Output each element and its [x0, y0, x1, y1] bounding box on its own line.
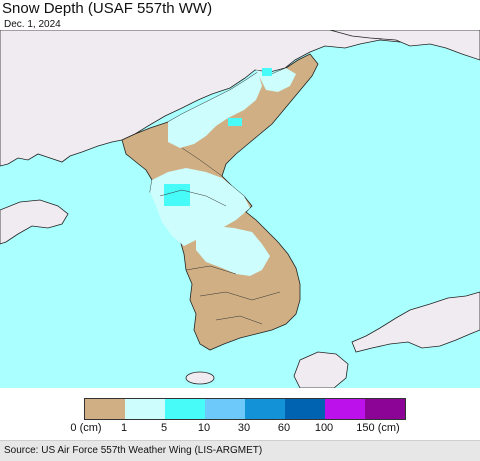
legend-tick-label: 150 (cm) — [356, 422, 400, 434]
legend-tick-label: 1 — [120, 422, 128, 434]
china-landmass — [0, 30, 471, 167]
snow-depth-map — [0, 30, 480, 388]
legend-bin-2 — [165, 399, 205, 419]
legend-bin-5 — [285, 399, 325, 419]
legend-tick-label: 30 — [237, 422, 251, 434]
legend-unit-label: 0 (cm) — [70, 422, 102, 434]
snow-5-10cm-patch-2 — [164, 184, 190, 206]
map-date: Dec. 1, 2024 — [4, 19, 61, 30]
jeju-island — [185, 371, 215, 385]
legend-tick-label: 5 — [160, 422, 168, 434]
legend-bin-3 — [205, 399, 245, 419]
source-text: Source: US Air Force 557th Weather Wing … — [4, 445, 263, 456]
russia-landmass — [329, 30, 480, 61]
legend-bin-7 — [365, 399, 405, 419]
map-title: Snow Depth (USAF 557th WW) — [2, 0, 213, 17]
legend-bin-6 — [325, 399, 365, 419]
legend-bin-0 — [85, 399, 125, 419]
japan-landmass — [351, 291, 480, 353]
legend-tick-label: 100 — [314, 422, 334, 434]
legend-tick-label: 10 — [197, 422, 211, 434]
legend-bin-4 — [245, 399, 285, 419]
source-footer: Source: US Air Force 557th Weather Wing … — [0, 440, 480, 461]
legend-bin-1 — [125, 399, 165, 419]
china-shandong — [0, 199, 69, 245]
snow-5-10cm-patch-3 — [262, 68, 272, 76]
snow-1-5cm-south — [196, 226, 270, 276]
snow-5-10cm-patch-1 — [228, 118, 242, 126]
legend-tick-label: 60 — [277, 422, 291, 434]
province-borders — [159, 147, 281, 325]
legend-color-bar — [84, 398, 406, 420]
japan-kyushu — [293, 351, 349, 388]
snow-1-5cm-north — [168, 72, 262, 148]
